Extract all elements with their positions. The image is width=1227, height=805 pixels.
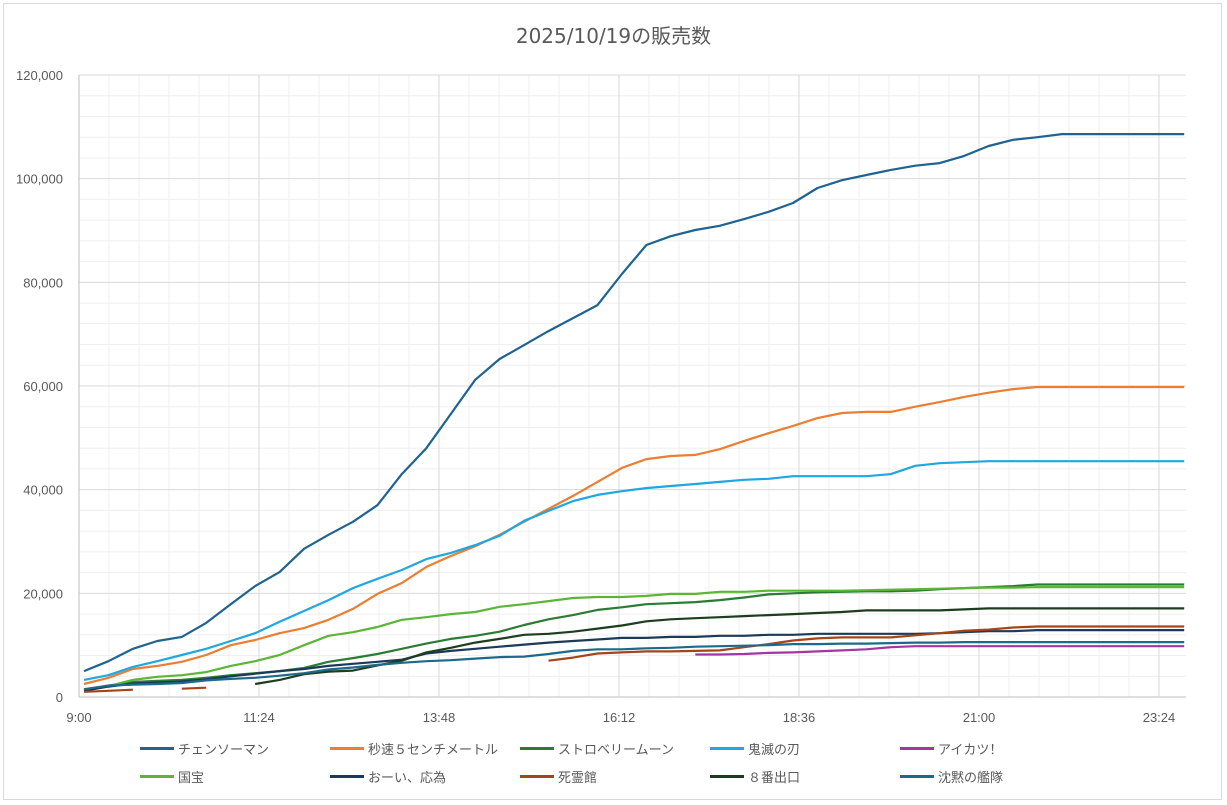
legend-label: ８番出口 [748,770,801,786]
series-line-4 [695,645,1185,656]
series-line-8 [254,607,1185,686]
legend-label: 秒速５センチメートル [368,742,499,758]
y-tick-label: 120,000 [16,68,63,83]
chart-frame [3,3,1222,800]
series-line-5 [83,586,1185,692]
series-line-6 [83,629,1185,692]
legend-swatch [330,746,364,750]
legend-item: ８番出口 [710,766,800,786]
legend-label: チェンソーマン [178,742,270,758]
series-line-1 [83,385,1185,686]
legend-swatch [900,746,934,750]
x-tick-label: 16:12 [603,710,636,725]
legend-label: ストロベリームーン [558,742,674,758]
series-line-3 [83,460,1185,681]
legend-item: チェンソーマン [140,738,269,758]
legend-swatch [900,774,934,778]
x-tick-label: 11:24 [243,710,275,725]
legend-item: ストロベリームーン [520,738,674,758]
y-tick-label: 40,000 [23,483,63,498]
x-tick-label: 21:00 [963,710,996,725]
legend-item: 沈黙の艦隊 [900,766,1003,786]
legend-swatch [140,774,174,778]
legend-label: アイカツ！ [938,742,1003,758]
chart-title: 2025/10/19の販売数 [515,24,712,48]
legend-item: 死霊館 [520,766,597,786]
y-tick-label: 80,000 [23,275,63,290]
y-tick-label: 0 [56,690,63,705]
legend-item: 国宝 [140,766,204,786]
legend-item: アイカツ！ [900,738,1002,758]
series-line-9 [83,641,1185,691]
legend-swatch [520,746,554,750]
y-tick-label: 60,000 [23,379,63,394]
legend-item: 秒速５センチメートル [330,738,498,758]
x-tick-label: 18:36 [783,710,816,725]
legend-swatch [710,746,744,750]
legend-label: 国宝 [178,770,205,786]
legend-item: 鬼滅の刃 [710,738,800,758]
series-line-7 [83,625,1185,693]
series-line-0 [83,133,1185,673]
legend-label: おーい、応為 [368,770,447,786]
y-tick-label: 20,000 [23,586,63,601]
x-tick-label: 9:00 [66,710,91,725]
legend-swatch [520,774,554,778]
legend-label: 鬼滅の刃 [748,742,801,758]
legend-label: 死霊館 [558,770,598,786]
x-tick-label: 23:24 [1143,710,1176,725]
legend-swatch [330,774,364,778]
x-tick-label: 13:48 [423,710,456,725]
legend-swatch [140,746,174,750]
legend-item: おーい、応為 [330,766,446,786]
legend-label: 沈黙の艦隊 [938,770,1004,786]
legend-swatch [710,774,744,778]
y-tick-label: 100,000 [16,172,63,187]
